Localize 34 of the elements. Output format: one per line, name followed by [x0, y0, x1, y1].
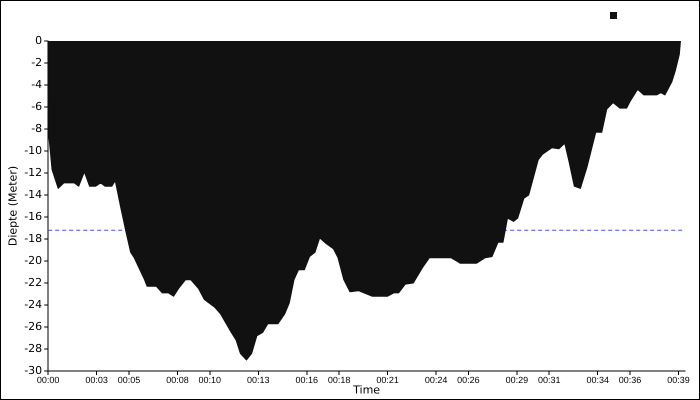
x-tick-label: 00:13 [247, 374, 270, 385]
x-tick-label: 00:18 [328, 374, 350, 385]
y-axis-title: Diepte (Meter) [6, 166, 20, 246]
x-tick-label: 00:08 [166, 374, 189, 385]
y-tick-label: -24 [24, 298, 42, 311]
x-tick-label: 00:21 [376, 374, 399, 385]
x-tick-label: 00:29 [506, 374, 528, 385]
x-tick-label: 00:36 [618, 374, 642, 385]
y-tick-label: -20 [24, 254, 42, 267]
x-tick-label: 00:16 [296, 374, 318, 385]
x-tick-label: 00:00 [36, 374, 60, 385]
x-tick-label: 00:05 [118, 374, 140, 385]
x-tick-label: 00:03 [85, 374, 108, 385]
y-tick-label: -14 [24, 188, 42, 201]
x-tick-label: 00:10 [198, 374, 222, 385]
y-tick-label: -26 [24, 320, 42, 333]
y-tick-label: -10 [24, 144, 42, 157]
x-tick-label: 00:31 [538, 374, 560, 385]
y-tick-label: -6 [31, 100, 42, 113]
x-tick-label: 00:26 [457, 374, 480, 385]
y-tick-label: -30 [24, 364, 42, 377]
y-tick-label: -18 [24, 232, 42, 245]
y-tick-label: 0 [35, 34, 42, 47]
y-tick-label: -4 [31, 78, 42, 91]
x-axis-title: Time [352, 383, 380, 396]
y-tick-label: -28 [24, 342, 42, 355]
x-tick-label: 00:39 [667, 374, 690, 385]
y-tick-label: -22 [24, 276, 42, 289]
x-tick-label: 00:34 [586, 374, 609, 385]
y-tick-label: -8 [31, 122, 42, 135]
y-tick-label: -12 [24, 166, 42, 179]
y-tick-label: -16 [24, 210, 42, 223]
x-tick-label: 00:24 [424, 374, 448, 385]
y-tick-label: -2 [31, 56, 42, 69]
